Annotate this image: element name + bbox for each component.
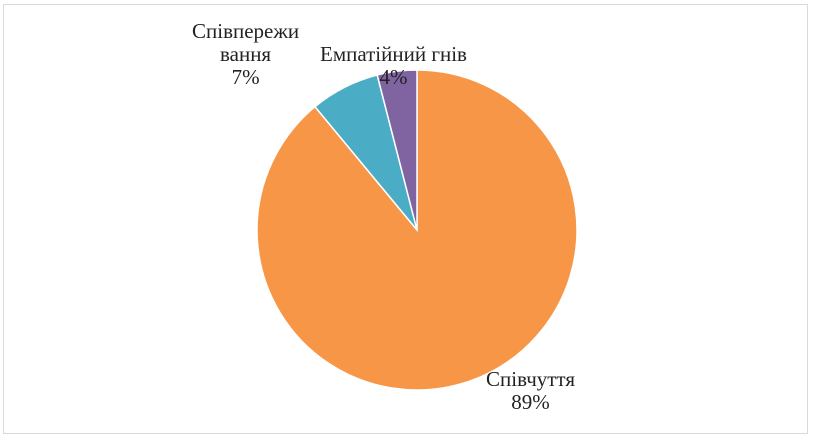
slice-category-line2: вання (220, 42, 272, 66)
slice-category: Співчуття (486, 367, 575, 391)
slice-label-empatiinyi-hniv: Емпатійний гнів 4% (320, 43, 467, 89)
slice-percent: 89% (511, 390, 550, 414)
slice-label-spivchuttia: Співчуття 89% (486, 368, 575, 414)
slice-percent: 4% (379, 65, 408, 89)
pie-slice-2 (376, 69, 418, 231)
slice-percent: 7% (231, 65, 260, 89)
slice-label-spivperezhyvannia: Співпережи вання 7% (192, 20, 299, 89)
slice-category: Співпережи (192, 19, 300, 43)
slice-category: Емпатійний гнів (320, 42, 467, 66)
